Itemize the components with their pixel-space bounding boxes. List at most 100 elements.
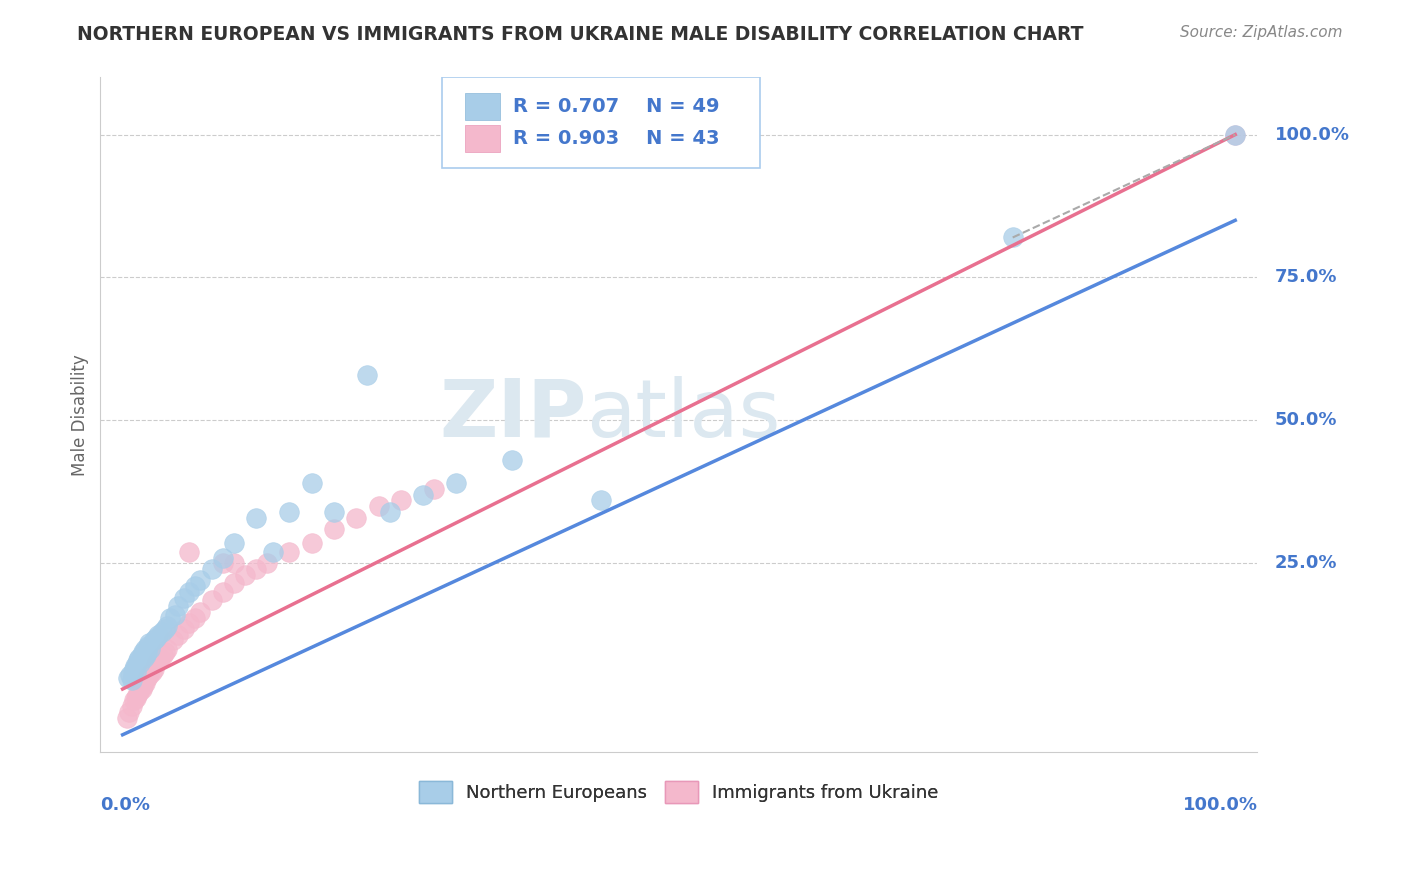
Text: 25.0%: 25.0% xyxy=(1275,554,1337,573)
Point xyxy=(131,679,153,693)
Point xyxy=(152,648,174,662)
Point xyxy=(167,599,190,614)
Point xyxy=(1001,230,1024,244)
Point xyxy=(148,628,170,642)
Point xyxy=(378,505,401,519)
Point xyxy=(222,576,245,591)
Point xyxy=(323,505,346,519)
Text: atlas: atlas xyxy=(586,376,780,454)
Point xyxy=(131,648,153,662)
Point xyxy=(589,493,612,508)
Point xyxy=(125,665,148,679)
Point xyxy=(131,681,153,696)
Point xyxy=(121,673,143,688)
Point xyxy=(179,545,201,559)
Text: 50.0%: 50.0% xyxy=(1275,411,1337,429)
Point xyxy=(139,642,162,657)
Y-axis label: Male Disability: Male Disability xyxy=(72,354,89,475)
Point xyxy=(120,667,142,681)
Text: 100.0%: 100.0% xyxy=(1182,796,1257,814)
Legend: Northern Europeans, Immigrants from Ukraine: Northern Europeans, Immigrants from Ukra… xyxy=(412,774,946,810)
Text: 75.0%: 75.0% xyxy=(1275,268,1337,286)
Point xyxy=(179,616,201,631)
Point xyxy=(301,476,323,491)
Point xyxy=(222,556,245,570)
Point xyxy=(367,499,389,513)
Point xyxy=(134,642,156,657)
Text: R = 0.903    N = 43: R = 0.903 N = 43 xyxy=(513,128,720,148)
Point xyxy=(125,688,148,702)
Point xyxy=(211,556,233,570)
Point xyxy=(149,650,172,665)
Point xyxy=(184,610,207,624)
Point xyxy=(156,642,179,657)
Point xyxy=(173,591,195,605)
Point xyxy=(115,711,138,725)
Point xyxy=(167,628,190,642)
Point xyxy=(245,510,267,524)
Point xyxy=(389,493,412,508)
Point xyxy=(323,522,346,536)
Point xyxy=(136,645,159,659)
Point xyxy=(142,633,165,648)
FancyBboxPatch shape xyxy=(465,93,499,120)
Point xyxy=(301,536,323,550)
Text: R = 0.707    N = 49: R = 0.707 N = 49 xyxy=(513,97,720,116)
Point xyxy=(136,639,159,653)
Point xyxy=(344,510,367,524)
Text: 100.0%: 100.0% xyxy=(1275,126,1350,144)
Point xyxy=(122,693,145,707)
Point xyxy=(201,562,224,576)
Point xyxy=(153,645,176,659)
Point xyxy=(256,556,278,570)
Point xyxy=(124,659,146,673)
Point xyxy=(128,685,150,699)
Point xyxy=(262,545,284,559)
Point xyxy=(145,657,167,671)
Point xyxy=(141,665,163,679)
Point xyxy=(184,579,207,593)
Point xyxy=(125,690,148,705)
Point xyxy=(135,648,157,662)
Point xyxy=(211,550,233,565)
Point xyxy=(278,545,301,559)
Point xyxy=(501,453,523,467)
Point xyxy=(117,671,139,685)
Point xyxy=(245,562,267,576)
Point xyxy=(150,624,173,639)
Point xyxy=(412,488,434,502)
Point xyxy=(190,605,212,619)
Point xyxy=(446,476,468,491)
Text: Source: ZipAtlas.com: Source: ZipAtlas.com xyxy=(1180,25,1343,40)
Point xyxy=(131,645,153,659)
Point xyxy=(129,657,152,671)
Point xyxy=(201,593,224,607)
Point xyxy=(423,482,446,496)
Point xyxy=(127,653,149,667)
Point xyxy=(1225,128,1247,142)
Point xyxy=(125,657,148,671)
Point xyxy=(156,619,179,633)
Point xyxy=(138,636,160,650)
Point xyxy=(1225,128,1247,142)
Point xyxy=(278,505,301,519)
Point xyxy=(148,653,170,667)
Point xyxy=(153,622,176,636)
Point xyxy=(163,607,186,622)
Text: NORTHERN EUROPEAN VS IMMIGRANTS FROM UKRAINE MALE DISABILITY CORRELATION CHART: NORTHERN EUROPEAN VS IMMIGRANTS FROM UKR… xyxy=(77,25,1084,44)
Point xyxy=(190,574,212,588)
Point xyxy=(179,585,201,599)
Point xyxy=(211,585,233,599)
Point xyxy=(145,631,167,645)
FancyBboxPatch shape xyxy=(441,78,759,169)
Text: 0.0%: 0.0% xyxy=(100,796,150,814)
Point xyxy=(138,667,160,681)
Point xyxy=(233,567,256,582)
FancyBboxPatch shape xyxy=(465,125,499,152)
Point xyxy=(136,671,159,685)
Point xyxy=(121,699,143,714)
Point xyxy=(134,676,156,690)
Point xyxy=(142,662,165,676)
Point xyxy=(173,622,195,636)
Point xyxy=(128,650,150,665)
